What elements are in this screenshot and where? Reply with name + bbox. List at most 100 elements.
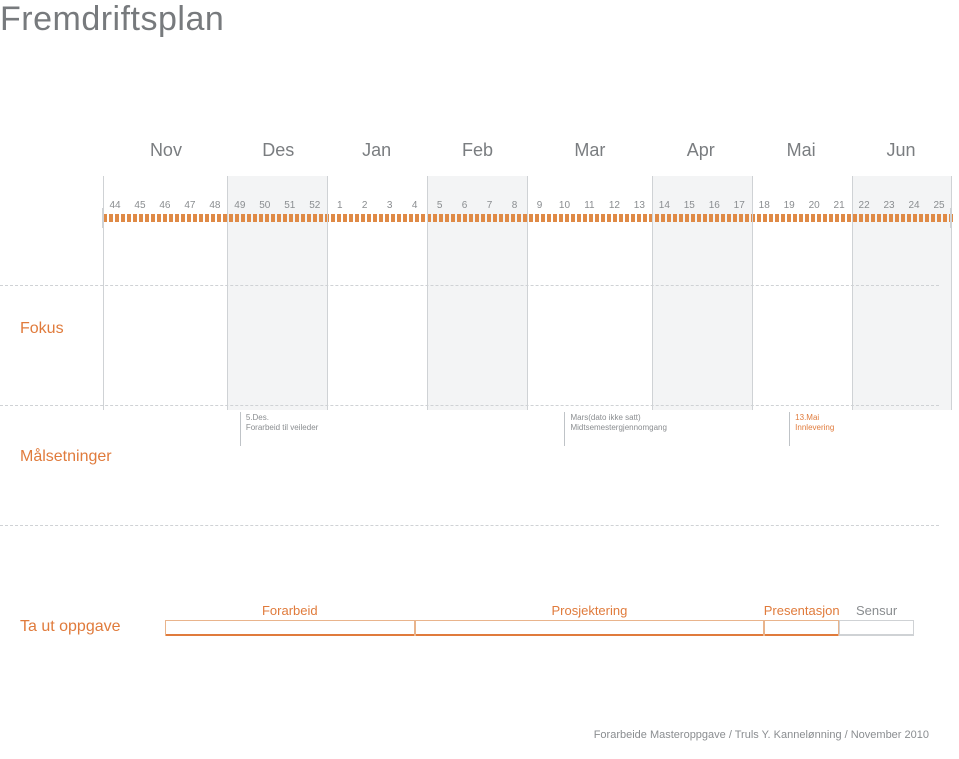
week-tick bbox=[841, 214, 845, 222]
page-title: Fremdriftsplan bbox=[0, 0, 224, 39]
week-tick bbox=[673, 214, 677, 222]
week-tick bbox=[811, 214, 815, 222]
week-tick bbox=[865, 214, 869, 222]
week-tick bbox=[169, 214, 173, 222]
week-tick bbox=[919, 214, 923, 222]
milestone-marker bbox=[240, 412, 241, 446]
week-tick bbox=[859, 214, 863, 222]
week-tick bbox=[331, 214, 335, 222]
week-tick bbox=[409, 214, 413, 222]
week-tick bbox=[625, 214, 629, 222]
week-tick bbox=[907, 214, 911, 222]
week-label: 23 bbox=[883, 200, 894, 211]
phase-label: Forarbeid bbox=[262, 603, 318, 618]
week-tick bbox=[391, 214, 395, 222]
week-tick bbox=[559, 214, 563, 222]
week-tick bbox=[691, 214, 695, 222]
week-label: 14 bbox=[659, 200, 670, 211]
week-tick bbox=[853, 214, 857, 222]
week-tick bbox=[295, 214, 299, 222]
month-label: Mai bbox=[787, 140, 816, 161]
week-label: 24 bbox=[908, 200, 919, 211]
week-tick bbox=[715, 214, 719, 222]
week-tick bbox=[211, 214, 215, 222]
week-tick bbox=[601, 214, 605, 222]
week-label: 21 bbox=[834, 200, 845, 211]
week-tick bbox=[889, 214, 893, 222]
phase-bar: Prosjektering bbox=[415, 620, 765, 636]
week-tick bbox=[571, 214, 575, 222]
week-tick bbox=[829, 214, 833, 222]
week-label: 47 bbox=[184, 200, 195, 211]
week-tick bbox=[361, 214, 365, 222]
week-tick bbox=[469, 214, 473, 222]
week-tick bbox=[175, 214, 179, 222]
week-label: 18 bbox=[759, 200, 770, 211]
week-label: 9 bbox=[537, 200, 543, 211]
week-tick bbox=[313, 214, 317, 222]
week-label: 49 bbox=[234, 200, 245, 211]
week-tick bbox=[307, 214, 311, 222]
week-tick bbox=[247, 214, 251, 222]
week-tick bbox=[475, 214, 479, 222]
week-tick bbox=[901, 214, 905, 222]
week-label: 11 bbox=[584, 200, 594, 211]
phase-label: Sensur bbox=[856, 603, 897, 618]
week-tick bbox=[109, 214, 113, 222]
week-label: 46 bbox=[159, 200, 170, 211]
month-column bbox=[427, 176, 527, 410]
week-tick bbox=[553, 214, 557, 222]
dashed-separator bbox=[0, 405, 939, 406]
week-label: 45 bbox=[134, 200, 145, 211]
week-tick bbox=[403, 214, 407, 222]
week-tick bbox=[133, 214, 137, 222]
week-label: 7 bbox=[487, 200, 493, 211]
week-tick bbox=[685, 214, 689, 222]
milestone-marker bbox=[789, 412, 790, 446]
week-tick bbox=[517, 214, 521, 222]
week-tick bbox=[565, 214, 569, 222]
week-tick bbox=[703, 214, 707, 222]
week-tick bbox=[367, 214, 371, 222]
month-label: Nov bbox=[150, 140, 182, 161]
week-label: 50 bbox=[259, 200, 270, 211]
week-label: 51 bbox=[284, 200, 295, 211]
week-tick bbox=[349, 214, 353, 222]
week-tick bbox=[457, 214, 461, 222]
week-tick bbox=[733, 214, 737, 222]
milestone-label: 5.Des.Forarbeid til veileder bbox=[246, 413, 318, 432]
week-label: 44 bbox=[109, 200, 120, 211]
month-separator bbox=[227, 176, 228, 410]
week-label: 2 bbox=[362, 200, 368, 211]
week-tick bbox=[943, 214, 947, 222]
milestone-label: 13.MaiInnlevering bbox=[795, 413, 834, 432]
week-tick bbox=[415, 214, 419, 222]
week-tick bbox=[397, 214, 401, 222]
month-separator bbox=[852, 176, 853, 410]
week-tick bbox=[583, 214, 587, 222]
week-tick bbox=[277, 214, 281, 222]
week-label: 52 bbox=[309, 200, 320, 211]
month-separator bbox=[652, 176, 653, 410]
week-tick bbox=[319, 214, 323, 222]
section-label: Målsetninger bbox=[20, 448, 112, 466]
week-tick bbox=[187, 214, 191, 222]
week-tick bbox=[199, 214, 203, 222]
week-tick bbox=[523, 214, 527, 222]
week-tick bbox=[217, 214, 221, 222]
week-tick bbox=[667, 214, 671, 222]
week-tick bbox=[643, 214, 647, 222]
week-tick bbox=[205, 214, 209, 222]
week-label: 19 bbox=[784, 200, 795, 211]
week-tick bbox=[337, 214, 341, 222]
dashed-separator bbox=[0, 285, 939, 286]
week-tick bbox=[757, 214, 761, 222]
week-label: 22 bbox=[859, 200, 870, 211]
week-tick bbox=[613, 214, 617, 222]
week-tick bbox=[661, 214, 665, 222]
week-tick bbox=[547, 214, 551, 222]
week-tick bbox=[817, 214, 821, 222]
month-column bbox=[652, 176, 752, 410]
week-tick bbox=[445, 214, 449, 222]
week-tick bbox=[781, 214, 785, 222]
